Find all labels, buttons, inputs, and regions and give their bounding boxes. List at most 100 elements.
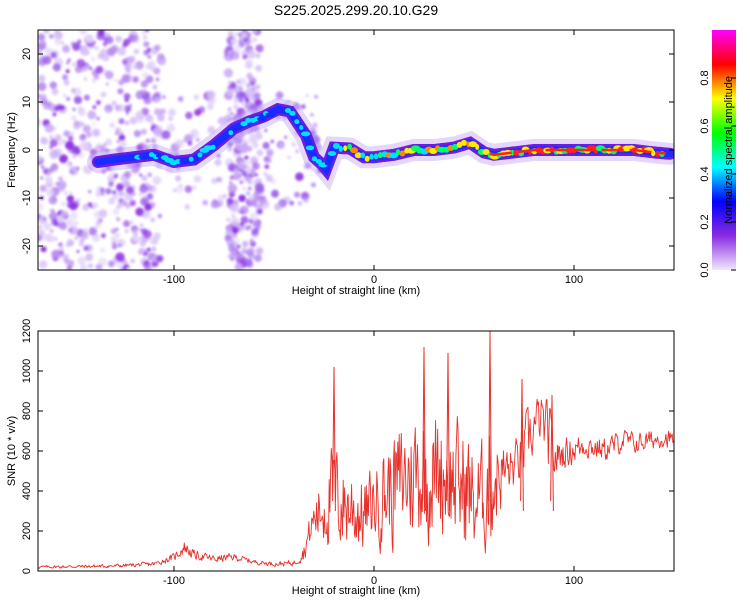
noise-blob	[121, 74, 131, 83]
noise-blob	[174, 139, 184, 149]
noise-blob	[244, 97, 250, 103]
ridge-cell	[395, 149, 401, 156]
noise-blob	[88, 227, 98, 236]
noise-blob	[149, 185, 157, 193]
y-tick-label: 1200	[21, 319, 33, 343]
colorbar-tick-label: 0.8	[699, 70, 711, 85]
noise-blob	[246, 82, 251, 88]
x-tick-label: 0	[371, 575, 377, 587]
noise-blob	[247, 179, 253, 185]
ridge-cell	[332, 143, 340, 149]
noise-blob	[98, 217, 103, 223]
noise-blob	[231, 38, 238, 45]
noise-blob	[243, 36, 249, 43]
ridge-cell	[468, 141, 477, 148]
ridge-cell	[289, 110, 296, 116]
noise-blob	[125, 203, 131, 209]
noise-blob	[88, 190, 92, 194]
noise-blob	[115, 227, 119, 231]
noise-blob	[83, 49, 90, 56]
noise-blob	[238, 98, 244, 103]
noise-blob	[57, 222, 61, 227]
noise-blob	[50, 163, 59, 171]
noise-blob	[71, 62, 76, 67]
noise-blob	[229, 180, 233, 185]
noise-blob	[187, 140, 193, 146]
noise-blob	[135, 207, 144, 217]
noise-blob	[294, 191, 300, 198]
noise-blob	[270, 139, 275, 144]
noise-blob	[255, 247, 264, 255]
noise-blob	[98, 209, 108, 218]
noise-blob	[38, 33, 46, 42]
noise-blob	[140, 197, 149, 206]
noise-blob	[79, 134, 87, 141]
noise-blob	[193, 175, 202, 183]
noise-blob	[141, 71, 149, 79]
noise-blob	[104, 70, 114, 80]
noise-blob	[90, 56, 96, 62]
noise-blob	[95, 263, 103, 270]
noise-blob	[42, 55, 52, 65]
noise-blob	[41, 165, 45, 169]
snr-peak	[488, 331, 492, 512]
noise-blob	[158, 92, 162, 96]
noise-blob	[79, 263, 88, 270]
noise-blob	[61, 209, 69, 218]
noise-blob	[150, 252, 155, 257]
noise-blob	[143, 194, 147, 198]
ridge-cell	[280, 108, 287, 114]
noise-blob	[216, 154, 221, 158]
noise-blob	[83, 94, 90, 101]
noise-blob	[140, 80, 149, 88]
noise-blob	[244, 155, 249, 160]
ridge-cell	[338, 145, 343, 152]
noise-blob	[216, 176, 222, 183]
ridge-cell	[219, 136, 225, 141]
noise-blob	[115, 35, 122, 43]
x-tick-label: 100	[565, 274, 583, 286]
noise-blob	[154, 91, 160, 97]
noise-blob	[168, 116, 174, 122]
noise-blob	[255, 53, 261, 59]
noise-blob	[249, 238, 254, 243]
ridge-cell	[148, 152, 155, 158]
ridge-cell	[284, 108, 292, 113]
noise-blob	[63, 258, 70, 265]
noise-blob	[289, 200, 295, 206]
noise-blob	[225, 55, 231, 61]
y-tick-label: 800	[21, 402, 33, 420]
noise-blob	[101, 168, 107, 174]
noise-blob	[248, 253, 255, 260]
noise-blob	[136, 144, 144, 152]
ridge-cell	[475, 144, 480, 150]
ridge-cell	[565, 147, 574, 154]
noise-blob	[83, 245, 89, 251]
noise-blob	[69, 131, 74, 137]
noise-blob	[104, 104, 113, 113]
noise-blob	[115, 217, 121, 222]
noise-blob	[195, 137, 200, 142]
noise-blob	[52, 112, 57, 117]
snr-peak	[422, 346, 426, 512]
snr-line	[38, 398, 674, 569]
noise-blob	[249, 212, 259, 222]
noise-blob	[38, 155, 42, 161]
noise-blob	[69, 166, 79, 176]
noise-blob	[233, 98, 239, 104]
noise-blob	[151, 260, 159, 268]
noise-blob	[161, 130, 171, 140]
noise-blob	[38, 202, 44, 212]
noise-blob	[248, 134, 258, 145]
noise-blob	[115, 233, 120, 238]
snr-marks	[38, 331, 674, 569]
noise-blob	[66, 97, 70, 101]
noise-blob	[123, 93, 131, 100]
noise-blob	[265, 174, 273, 182]
noise-blob	[131, 165, 140, 174]
noise-blob	[207, 103, 214, 111]
noise-blob	[105, 36, 114, 44]
noise-blob	[264, 164, 270, 170]
